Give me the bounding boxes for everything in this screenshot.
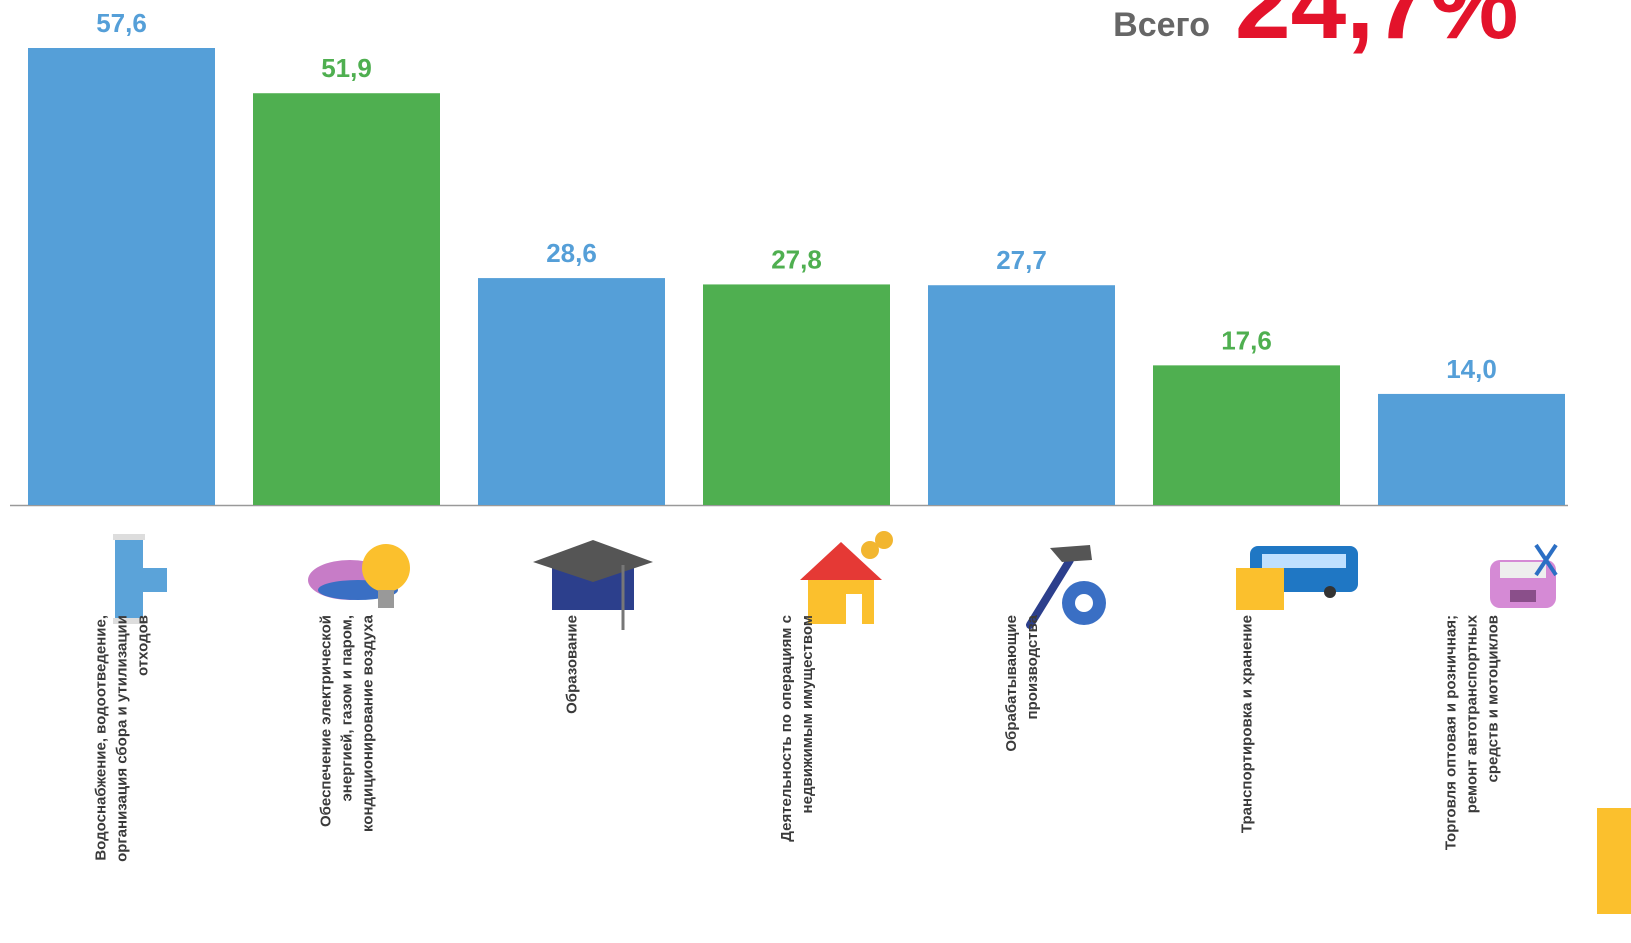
bar bbox=[28, 48, 215, 505]
total-value: 24,7% bbox=[1235, 0, 1519, 60]
bar bbox=[253, 93, 440, 505]
icon-trade bbox=[1490, 543, 1558, 608]
category-label: Водоснабжение, водоотведение, bbox=[93, 615, 110, 861]
category-label: Обрабатывающие bbox=[1003, 615, 1020, 752]
icon-education bbox=[533, 540, 653, 630]
category-label: кондиционирование воздуха bbox=[360, 614, 377, 832]
icon-transport bbox=[1236, 546, 1358, 610]
category-label: производства bbox=[1024, 614, 1041, 719]
value-label: 57,6 bbox=[96, 8, 147, 38]
category-label: Торговля оптовая и розничная; bbox=[1443, 615, 1460, 850]
value-label: 27,7 bbox=[996, 245, 1047, 275]
category-label: Транспортировка и хранение bbox=[1239, 615, 1256, 833]
category-label: средств и мотоциклов bbox=[1485, 615, 1502, 782]
value-label: 28,6 bbox=[546, 238, 597, 268]
category-label: отходов bbox=[135, 615, 152, 676]
total-label: Всего bbox=[1113, 6, 1210, 44]
value-label: 14,0 bbox=[1446, 354, 1497, 384]
category-label: недвижимым имуществом bbox=[799, 615, 816, 813]
category-label: организация сбора и утилизации bbox=[114, 615, 131, 862]
category-label: Обеспечение электрической bbox=[318, 615, 335, 827]
bar bbox=[703, 284, 890, 505]
decoration bbox=[1597, 808, 1631, 914]
bar bbox=[1153, 365, 1340, 505]
category-label: Образование bbox=[564, 615, 581, 714]
value-label: 51,9 bbox=[321, 53, 372, 83]
category-label: Деятельность по операциям с bbox=[778, 615, 795, 842]
bar bbox=[1378, 393, 1565, 505]
icon-energy bbox=[308, 544, 410, 608]
bar bbox=[928, 285, 1115, 505]
icon-manufacturing bbox=[1026, 545, 1106, 629]
category-label: энергией, газом и паром, bbox=[339, 615, 356, 801]
category-label: ремонт автотранспортных bbox=[1464, 614, 1481, 813]
icon-water bbox=[113, 534, 167, 624]
bar bbox=[478, 278, 665, 505]
value-label: 27,8 bbox=[771, 244, 822, 274]
icon-realty bbox=[800, 531, 893, 624]
value-label: 17,6 bbox=[1221, 325, 1272, 355]
